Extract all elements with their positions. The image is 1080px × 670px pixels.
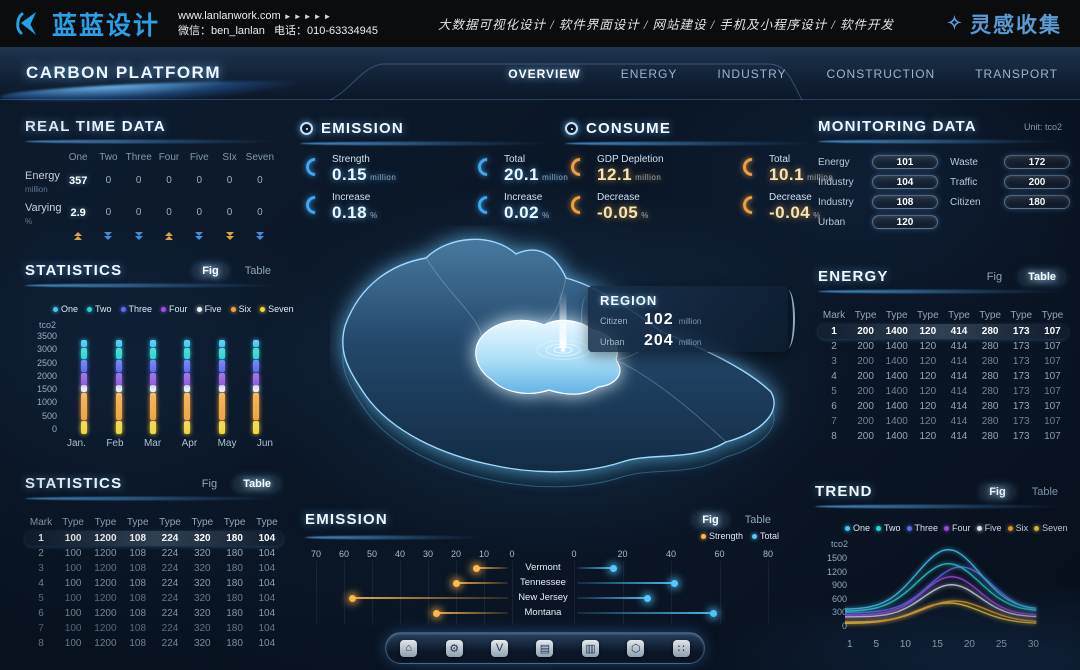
star-figure-icon: ✧: [946, 13, 964, 33]
region-map[interactable]: [330, 226, 790, 516]
urban-label: Urban: [600, 337, 625, 347]
lanlan-logo-icon: [16, 11, 36, 35]
urban-value: 204: [644, 332, 674, 349]
nav-tab-construction[interactable]: CONSTRUCTION: [826, 66, 936, 81]
nav-outline-decor: [329, 63, 803, 100]
lanlan-logo[interactable]: 蓝蓝设计: [14, 6, 160, 42]
arrows-decor: ►►►►►: [283, 11, 334, 21]
logo-text: 蓝蓝设计: [52, 11, 161, 40]
nav-tab-transport[interactable]: TRANSPORT: [975, 66, 1058, 81]
region-tooltip[interactable]: REGION Citizen 102 million Urban 204 mil…: [581, 286, 795, 352]
collect-label: 灵感收集: [970, 12, 1062, 37]
contact-info: www.lanlanwork.com ►►►►► 微信：ben_lanlan 电…: [178, 9, 378, 39]
nav-tab-industry[interactable]: INDUSTRY: [717, 66, 787, 81]
nav-bar: CARBON PLATFORM OVERVIEW ENERGY INDUSTRY CO…: [0, 47, 1080, 105]
services-line: 大数据可视化设计 / 软件界面设计 / 网站建设 / 手机及小程序设计 / 软件…: [438, 18, 894, 32]
nav-tabs: OVERVIEW ENERGY INDUSTRY CONSTRUCTION TRANSP…: [508, 47, 1058, 100]
citizen-label: Citizen: [600, 316, 628, 326]
nav-tab-overview[interactable]: OVERVIEW: [508, 66, 581, 81]
website-link[interactable]: www.lanlanwork.com: [178, 9, 281, 22]
phone-label: 电话：010-63334945: [274, 24, 378, 37]
citizen-value: 102: [644, 311, 674, 328]
wechat-label: 微信：ben_lanlan: [178, 24, 265, 37]
citizen-unit: million: [678, 317, 702, 326]
region-title: REGION: [600, 293, 658, 308]
inspiration-collect[interactable]: ✧ 灵感收集: [947, 9, 1062, 39]
site-header: 蓝蓝设计 www.lanlanwork.com ►►►►► 微信：ben_lan…: [0, 0, 1080, 47]
urban-unit: million: [678, 338, 702, 347]
page-title: CARBON PLATFORM: [26, 63, 221, 82]
nav-tab-energy[interactable]: ENERGY: [620, 66, 678, 81]
